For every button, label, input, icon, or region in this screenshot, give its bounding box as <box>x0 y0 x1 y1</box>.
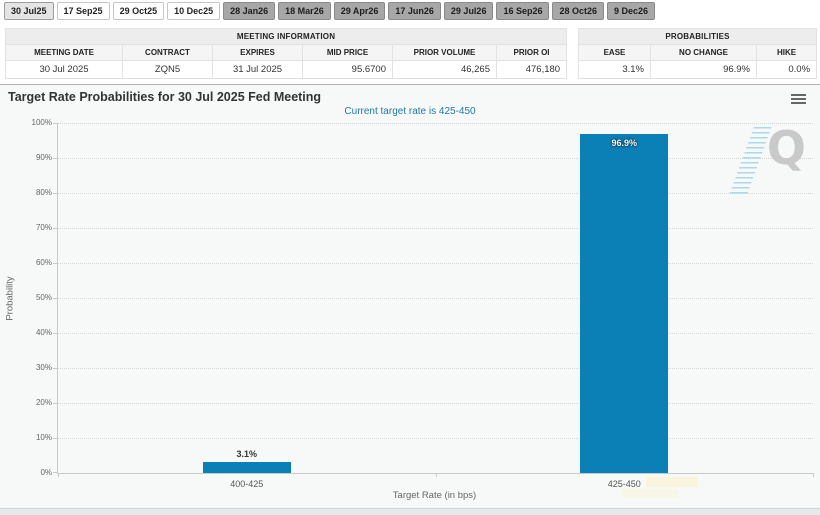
chart-subtitle: Current target rate is 425-450 <box>344 106 476 117</box>
bar-400-425[interactable] <box>202 462 291 473</box>
y-tick-label: 0% <box>40 468 52 477</box>
y-tick-10% <box>53 438 57 439</box>
col-expires: EXPIRES <box>212 44 303 61</box>
y-tick-50% <box>53 298 57 299</box>
y-tick-20% <box>53 403 57 404</box>
fedwatch-chart: Target Rate Probabilities for 30 Jul 202… <box>0 84 820 510</box>
prior-volume-value: 46,265 <box>392 60 497 79</box>
gridline-20% <box>58 403 813 404</box>
y-tick-0% <box>53 472 57 473</box>
meeting-information-table: MEETING INFORMATION MEETING DATE CONTRAC… <box>4 28 568 79</box>
y-tick-30% <box>53 368 57 369</box>
gridline-30% <box>58 368 813 369</box>
y-tick-60% <box>53 263 57 264</box>
x-axis-tick <box>813 473 814 477</box>
probabilities-table: PROBABILITIES EASE NO CHANGE HIKE 3.1% 9… <box>577 28 818 79</box>
gridline-90% <box>58 158 813 159</box>
x-category-label-400-425: 400-425 <box>230 479 264 489</box>
footer-strip <box>0 508 820 515</box>
y-tick-90% <box>53 158 57 159</box>
tab-18-mar26[interactable]: 18 Mar26 <box>278 2 331 20</box>
no-change-value: 96.9% <box>650 60 757 79</box>
tab-10-dec25[interactable]: 10 Dec25 <box>167 2 221 20</box>
mid-price-value: 95.6700 <box>302 60 393 79</box>
tab-17-jun26[interactable]: 17 Jun26 <box>388 2 441 20</box>
tab-29-oct25[interactable]: 29 Oct25 <box>112 2 165 20</box>
y-tick-100% <box>53 123 57 124</box>
x-category-label-425-450: 425-450 <box>607 479 641 489</box>
tab-17-sep25[interactable]: 17 Sep25 <box>56 2 110 20</box>
tab-28-oct26[interactable]: 28 Oct26 <box>552 2 605 20</box>
expires-value: 31 Jul 2025 <box>212 60 303 79</box>
x-axis-tick <box>435 473 437 477</box>
col-prior-volume: PRIOR VOLUME <box>392 44 497 61</box>
meeting-date-value: 30 Jul 2025 <box>5 60 123 79</box>
highlight-remnant <box>622 489 678 498</box>
tab-30-jul25[interactable]: 30 Jul25 <box>4 2 54 20</box>
col-ease: EASE <box>578 44 651 61</box>
gridline-40% <box>58 333 813 334</box>
y-tick-label: 30% <box>35 363 52 372</box>
contract-value: ZQN5 <box>122 60 213 79</box>
y-tick-label: 50% <box>35 293 52 302</box>
y-tick-label: 20% <box>35 398 52 407</box>
gridline-70% <box>58 228 813 229</box>
x-axis-title: Target Rate (in bps) <box>392 490 477 501</box>
plot-area: 0% 10% 20% 30% 40% 50% 60% 70% 80% 90% 100% 3.1% 400… <box>32 119 814 489</box>
col-meeting-date: MEETING DATE <box>5 44 123 61</box>
y-tick-label: 60% <box>35 258 52 267</box>
hike-value: 0.0% <box>755 60 818 79</box>
ease-value: 3.1% <box>578 60 651 79</box>
y-tick-label: 90% <box>35 153 52 162</box>
y-tick-label: 10% <box>35 433 52 442</box>
col-contract: CONTRACT <box>122 44 213 61</box>
tab-9-dec26[interactable]: 9 Dec26 <box>607 2 656 20</box>
bar-425-450[interactable] <box>580 133 669 473</box>
y-tick-label: 100% <box>31 118 52 127</box>
tab-16-sep26[interactable]: 16 Sep26 <box>496 2 550 20</box>
tab-29-apr26[interactable]: 29 Apr26 <box>333 2 386 20</box>
gridline-100% <box>58 123 813 124</box>
y-tick-40% <box>53 333 57 334</box>
probabilities-header: PROBABILITIES <box>577 28 818 45</box>
meeting-tabs: 30 Jul25 17 Sep25 29 Oct25 10 Dec25 28 Jan26… <box>4 2 656 20</box>
col-mid-price: MID PRICE <box>302 44 393 61</box>
y-tick-label: 70% <box>35 223 52 232</box>
col-prior-oi: PRIOR OI <box>495 44 568 61</box>
tab-29-jul26[interactable]: 29 Jul26 <box>443 2 494 20</box>
y-tick-label: 80% <box>35 188 52 197</box>
bar-value-label: 3.1% <box>236 449 257 460</box>
prior-oi-value: 476,180 <box>495 60 568 79</box>
col-hike: HIKE <box>755 44 818 61</box>
y-tick-label: 40% <box>35 328 52 337</box>
gridline-10% <box>58 438 813 439</box>
y-tick-70% <box>53 228 57 229</box>
chart-title: Target Rate Probabilities for 30 Jul 202… <box>8 90 322 104</box>
x-axis-tick <box>58 473 59 477</box>
gridline-80% <box>58 193 813 194</box>
meeting-information-header: MEETING INFORMATION <box>4 28 568 45</box>
chart-export-menu-icon[interactable] <box>791 94 806 106</box>
tab-28-jan26[interactable]: 28 Jan26 <box>223 2 276 20</box>
highlight-remnant <box>646 477 698 487</box>
col-no-change: NO CHANGE <box>650 44 757 61</box>
bar-value-label: 96.9% <box>611 137 638 148</box>
gridline-60% <box>58 263 813 264</box>
y-tick-80% <box>53 193 57 194</box>
gridline-50% <box>58 298 813 299</box>
